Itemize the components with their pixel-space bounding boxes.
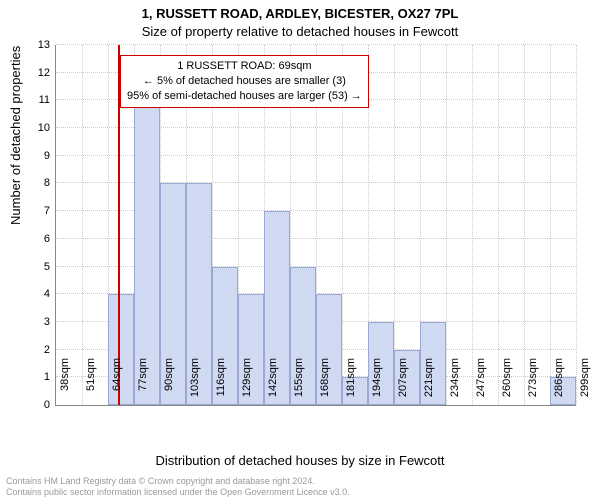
x-tick-label: 155sqm: [293, 358, 305, 408]
footer-line-1: Contains HM Land Registry data © Crown c…: [6, 476, 350, 487]
y-tick-label: 4: [20, 288, 50, 300]
x-tick-label: 260sqm: [501, 358, 513, 408]
chart-title-line2: Size of property relative to detached ho…: [0, 24, 600, 39]
gridline-vertical: [498, 45, 499, 405]
x-tick-label: 299sqm: [579, 358, 591, 408]
x-tick-label: 286sqm: [553, 358, 565, 408]
x-tick-label: 77sqm: [137, 358, 149, 408]
footer-attribution: Contains HM Land Registry data © Crown c…: [6, 476, 350, 498]
chart-title-line1: 1, RUSSETT ROAD, ARDLEY, BICESTER, OX27 …: [0, 6, 600, 21]
y-tick-label: 2: [20, 344, 50, 356]
y-tick-label: 1: [20, 371, 50, 383]
gridline-vertical: [82, 45, 83, 405]
x-tick-label: 194sqm: [371, 358, 383, 408]
x-tick-label: 116sqm: [215, 358, 227, 408]
y-tick-label: 3: [20, 316, 50, 328]
annotation-line-1: 1 RUSSETT ROAD: 69sqm: [127, 59, 362, 74]
y-tick-label: 12: [20, 67, 50, 79]
y-tick-label: 11: [20, 94, 50, 106]
y-tick-label: 13: [20, 39, 50, 51]
y-tick-label: 5: [20, 261, 50, 273]
gridline-vertical: [446, 45, 447, 405]
y-tick-label: 8: [20, 177, 50, 189]
x-tick-label: 247sqm: [475, 358, 487, 408]
gridline-vertical: [472, 45, 473, 405]
y-tick-label: 7: [20, 205, 50, 217]
annotation-line-3: 95% of semi-detached houses are larger (…: [127, 89, 362, 104]
x-tick-label: 90sqm: [163, 358, 175, 408]
x-tick-label: 142sqm: [267, 358, 279, 408]
x-tick-label: 207sqm: [397, 358, 409, 408]
gridline-vertical: [550, 45, 551, 405]
x-axis-label: Distribution of detached houses by size …: [0, 453, 600, 468]
y-tick-label: 0: [20, 399, 50, 411]
x-tick-label: 273sqm: [527, 358, 539, 408]
footer-line-2: Contains public sector information licen…: [6, 487, 350, 498]
y-tick-label: 6: [20, 233, 50, 245]
reference-annotation-box: 1 RUSSETT ROAD: 69sqm ← 5% of detached h…: [120, 55, 369, 108]
x-tick-label: 234sqm: [449, 358, 461, 408]
y-tick-label: 10: [20, 122, 50, 134]
x-tick-label: 64sqm: [111, 358, 123, 408]
gridline-vertical: [576, 45, 577, 405]
x-tick-label: 51sqm: [85, 358, 97, 408]
y-tick-label: 9: [20, 150, 50, 162]
x-tick-label: 221sqm: [423, 358, 435, 408]
x-tick-label: 103sqm: [189, 358, 201, 408]
annotation-line-2: ← 5% of detached houses are smaller (3): [127, 74, 362, 89]
x-tick-label: 168sqm: [319, 358, 331, 408]
gridline-vertical: [524, 45, 525, 405]
x-tick-label: 38sqm: [59, 358, 71, 408]
x-tick-label: 181sqm: [345, 358, 357, 408]
x-tick-label: 129sqm: [241, 358, 253, 408]
